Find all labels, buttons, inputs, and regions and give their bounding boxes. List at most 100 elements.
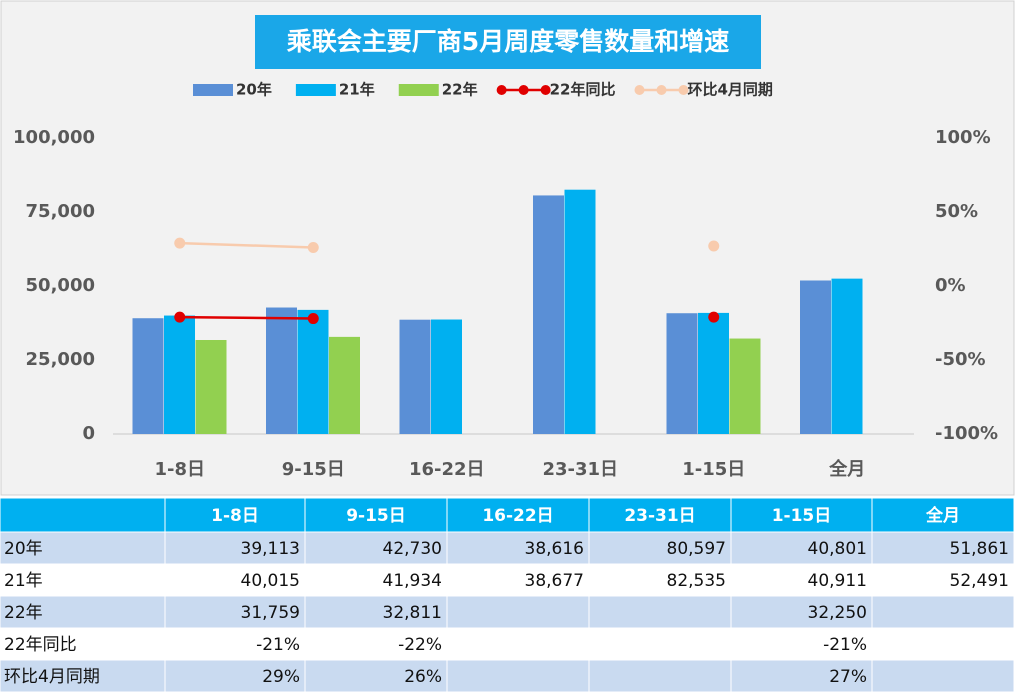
table-header-cell bbox=[0, 497, 166, 533]
table-value: 40,911 bbox=[808, 571, 867, 591]
table-header: 23-31日 bbox=[624, 506, 695, 526]
table-cell bbox=[446, 627, 590, 661]
legend-swatch bbox=[634, 85, 645, 95]
table-header: 9-15日 bbox=[346, 506, 406, 526]
table-value: 39,113 bbox=[241, 539, 300, 559]
table-header-cell bbox=[446, 497, 590, 533]
table-cell bbox=[164, 531, 306, 565]
x-tick-label: 9-15日 bbox=[282, 459, 345, 480]
table-row-label: 22年 bbox=[4, 603, 43, 623]
table-header-cell bbox=[730, 497, 873, 533]
table-header: 1-8日 bbox=[211, 506, 259, 526]
table-value: 27% bbox=[829, 667, 867, 687]
bar bbox=[564, 189, 596, 434]
table-cell bbox=[871, 563, 1015, 597]
line-point bbox=[708, 311, 720, 323]
bar bbox=[164, 315, 195, 434]
bar bbox=[132, 318, 164, 434]
table-cell bbox=[304, 659, 448, 693]
legend-swatch bbox=[496, 85, 507, 95]
table-cell bbox=[871, 595, 1015, 629]
x-tick-label: 1-8日 bbox=[154, 459, 205, 480]
bar bbox=[698, 312, 729, 434]
bar bbox=[729, 338, 761, 434]
table-cell bbox=[0, 531, 166, 565]
legend-swatch bbox=[518, 85, 529, 95]
bar bbox=[800, 280, 831, 434]
x-tick-label: 全月 bbox=[828, 458, 865, 480]
y-tick-label: 0 bbox=[82, 423, 95, 444]
table-cell bbox=[0, 563, 166, 597]
table-value: 52,491 bbox=[950, 571, 1009, 591]
table-cell bbox=[871, 627, 1015, 661]
x-tick-label: 1-15日 bbox=[682, 459, 745, 480]
y2-tick-label: 0% bbox=[935, 275, 966, 296]
table-cell bbox=[730, 531, 873, 565]
x-tick-label: 23-31日 bbox=[542, 459, 618, 480]
line-point bbox=[174, 237, 186, 249]
table-header: 全月 bbox=[925, 505, 960, 526]
legend-swatch bbox=[193, 84, 233, 96]
legend-label: 22年 bbox=[442, 81, 478, 99]
legend-swatch bbox=[398, 84, 439, 96]
table-cell bbox=[164, 595, 306, 629]
table-cell bbox=[730, 563, 873, 597]
bar bbox=[195, 339, 227, 434]
table-value: 41,934 bbox=[383, 571, 442, 591]
bar bbox=[831, 278, 863, 434]
table-value: -21% bbox=[256, 635, 300, 655]
table-cell bbox=[164, 659, 306, 693]
legend-label: 环比4月同期 bbox=[688, 81, 773, 99]
table-cell bbox=[0, 627, 166, 661]
table-cell bbox=[730, 595, 873, 629]
legend-label: 22年同比 bbox=[550, 81, 616, 99]
table-cell bbox=[304, 563, 448, 597]
table-cell bbox=[446, 659, 590, 693]
table-row-label: 环比4月同期 bbox=[4, 667, 100, 687]
table-value: 38,616 bbox=[525, 539, 584, 559]
table-value: -21% bbox=[823, 635, 867, 655]
table-header-cell bbox=[871, 497, 1015, 533]
table-cell bbox=[730, 659, 873, 693]
bar bbox=[399, 319, 431, 434]
table-value: 31,759 bbox=[241, 603, 300, 623]
chart-title: 乘联会主要厂商5月周度零售数量和增速 bbox=[287, 27, 729, 56]
table-cell bbox=[164, 627, 306, 661]
table-header-cell bbox=[588, 497, 732, 533]
y-tick-label: 50,000 bbox=[26, 275, 95, 296]
table-value: 38,677 bbox=[525, 571, 584, 591]
legend-swatch bbox=[295, 84, 336, 96]
bar bbox=[533, 195, 564, 434]
y-tick-label: 100,000 bbox=[13, 127, 95, 148]
legend-label: 21年 bbox=[339, 81, 375, 99]
table-cell bbox=[588, 563, 732, 597]
table-row-label: 21年 bbox=[4, 571, 43, 591]
legend-swatch bbox=[656, 85, 667, 95]
bar bbox=[329, 336, 360, 434]
table-cell bbox=[588, 627, 732, 661]
y2-tick-label: 100% bbox=[935, 127, 991, 148]
table-cell bbox=[164, 563, 306, 597]
table-row-label: 20年 bbox=[4, 539, 43, 559]
bar bbox=[297, 309, 329, 434]
table-value: 40,801 bbox=[808, 539, 867, 559]
table-cell bbox=[446, 531, 590, 565]
table-value: 29% bbox=[262, 667, 300, 687]
table-cell bbox=[730, 627, 873, 661]
bar bbox=[266, 307, 297, 434]
line-point bbox=[708, 240, 720, 252]
x-tick-label: 16-22日 bbox=[409, 459, 485, 480]
table-cell bbox=[871, 531, 1015, 565]
line-point bbox=[307, 242, 319, 254]
table-value: 40,015 bbox=[241, 571, 300, 591]
table-value: -22% bbox=[398, 635, 442, 655]
table-value: 32,811 bbox=[383, 603, 442, 623]
y2-tick-label: -50% bbox=[935, 349, 986, 370]
y-tick-label: 75,000 bbox=[26, 201, 95, 222]
bar bbox=[666, 313, 698, 434]
table-cell bbox=[446, 595, 590, 629]
y2-tick-label: -100% bbox=[935, 423, 998, 444]
table-value: 32,250 bbox=[808, 603, 867, 623]
table-value: 42,730 bbox=[383, 539, 442, 559]
